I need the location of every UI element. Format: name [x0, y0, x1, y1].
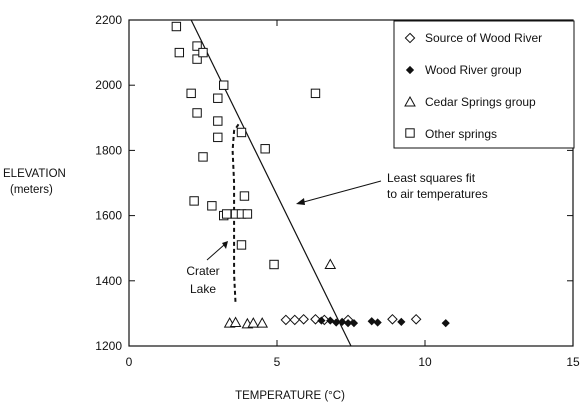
data-points	[171, 21, 450, 329]
wood-river-group-point	[317, 316, 326, 325]
other-springs-point	[198, 152, 208, 162]
other-springs-point	[192, 108, 202, 118]
legend: Source of Wood River Wood River group Ce…	[393, 20, 575, 149]
other-springs-point	[207, 201, 217, 211]
other-springs-point	[189, 196, 199, 206]
other-springs-point	[221, 209, 232, 219]
other-springs-point	[174, 47, 185, 58]
source-wood-river-point	[387, 313, 398, 325]
other-springs-point	[310, 88, 321, 99]
legend-label-wood-river-group: Wood River group	[425, 63, 522, 77]
x-tick-label: 5	[274, 355, 281, 369]
cedar-springs-point	[256, 317, 269, 328]
fit-annotation-arrowhead	[296, 198, 305, 205]
source-wood-river-point	[280, 314, 292, 326]
y-tick-label: 2000	[95, 78, 122, 92]
legend-marker-diamond-filled	[405, 65, 415, 75]
wood-river-group-point	[343, 319, 353, 328]
source-wood-river-point	[410, 313, 422, 325]
legend-box	[393, 20, 575, 149]
wood-river-group-point	[332, 318, 341, 327]
wood-river-group-point	[349, 319, 359, 328]
source-wood-river-point	[310, 313, 321, 325]
legend-label-other-springs: Other springs	[425, 127, 497, 141]
crater-annotation-arrowhead	[222, 241, 228, 249]
other-springs-point	[213, 116, 223, 126]
other-springs-point	[171, 21, 182, 32]
x-tick-label: 0	[126, 355, 133, 369]
wood-river-group-point	[397, 317, 406, 326]
other-springs-point	[236, 127, 247, 138]
x-tick-label: 10	[418, 355, 432, 369]
crater-annotation-line2: Lake	[190, 282, 216, 296]
fit-annotation-arrow	[299, 180, 382, 204]
fit-line	[190, 19, 352, 347]
y-tick-label: 2200	[95, 13, 122, 27]
other-springs-point	[260, 144, 270, 154]
x-axis-title: TEMPERATURE (°C)	[235, 390, 345, 402]
source-wood-river-point	[298, 313, 309, 325]
cedar-springs-point	[247, 317, 260, 328]
y-axis-title-line2: (meters)	[10, 184, 53, 196]
other-springs-point	[192, 41, 202, 51]
source-wood-river-point	[289, 314, 301, 326]
legend-label-source-wood-river: Source of Wood River	[425, 31, 542, 45]
other-springs-point	[213, 132, 223, 143]
crater-lake-trace	[231, 123, 240, 304]
wood-river-group-point	[326, 316, 335, 325]
other-springs-point	[198, 47, 208, 58]
crater-lake-line	[231, 123, 240, 304]
x-tick-label: 15	[566, 355, 580, 369]
crater-annotation-line1: Crater	[186, 264, 219, 278]
other-springs-point	[242, 209, 253, 219]
fit-annotation-line2: to air temperatures	[387, 187, 488, 201]
cedar-springs-point	[229, 316, 242, 328]
y-tick-label: 1200	[95, 339, 122, 353]
wood-river-group-point	[373, 318, 382, 327]
legend-marker-square-open	[405, 128, 415, 138]
axis-ticks: 0 5 10 15 1200 1400 1600 1800 2000 2200	[95, 13, 580, 369]
legend-marker-diamond-open	[404, 32, 416, 44]
other-springs-point	[186, 88, 196, 99]
least-squares-fit	[190, 19, 352, 347]
other-springs-point	[213, 93, 223, 103]
y-axis-title-line1: ELEVATION	[3, 168, 66, 180]
y-tick-label: 1800	[95, 143, 122, 157]
cedar-springs-point	[324, 258, 337, 269]
legend-markers	[404, 32, 416, 138]
fit-annotation-line1: Least squares fit	[387, 171, 476, 185]
wood-river-group-point	[441, 319, 450, 328]
crater-annotation-arrow	[206, 244, 225, 261]
wood-river-group-point	[338, 317, 347, 326]
y-tick-label: 1400	[95, 274, 122, 288]
y-tick-label: 1600	[95, 209, 122, 223]
other-springs-point	[236, 240, 247, 250]
other-springs-point	[219, 80, 229, 90]
legend-marker-triangle-open	[404, 95, 416, 107]
other-springs-point	[239, 191, 250, 201]
wood-river-group-point	[367, 317, 376, 326]
legend-label-cedar-springs-group: Cedar Springs group	[425, 95, 536, 109]
other-springs-point	[192, 54, 202, 64]
other-springs-point	[269, 259, 279, 270]
